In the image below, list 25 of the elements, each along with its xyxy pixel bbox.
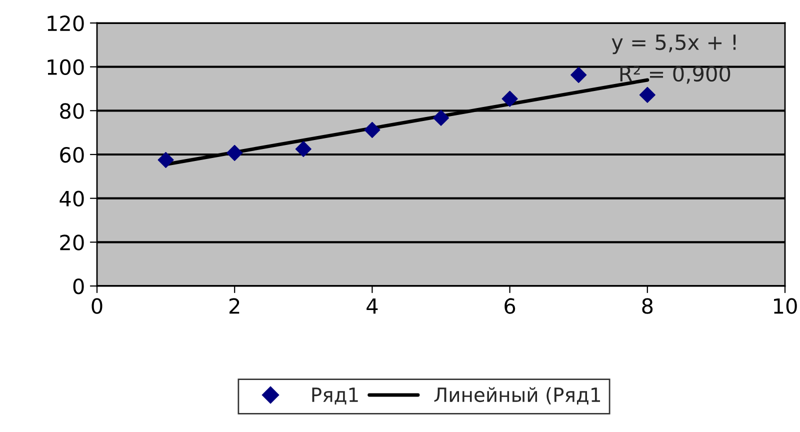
y-tick-label: 60: [60, 146, 84, 163]
x-tick-label: 6: [504, 298, 516, 314]
legend-label: Ряд1: [312, 388, 358, 404]
point: [158, 152, 174, 168]
point: [639, 86, 656, 103]
y-tick-label: 80: [60, 103, 84, 119]
x-tick-label: 4: [366, 298, 378, 314]
annotation: R² = 0,900: [620, 66, 730, 84]
y-tick-label: 20: [60, 234, 84, 250]
y-tick-label: 100: [48, 59, 84, 76]
annotation: y = 5,5x + !: [612, 34, 736, 54]
point: [502, 90, 518, 107]
point: [295, 140, 312, 158]
point: [570, 66, 587, 83]
y-tick-label: 0: [73, 278, 84, 294]
x-tick-label: 10: [774, 298, 797, 314]
y-tick-label: 120: [48, 15, 84, 32]
x-tick-label: 0: [92, 298, 102, 314]
x-tick-label: 8: [642, 298, 653, 314]
point: [432, 110, 450, 126]
legend-label: Линейный (Ряд1: [434, 387, 600, 404]
point: [364, 122, 380, 138]
x-tick-label: 2: [230, 298, 240, 314]
point: [226, 144, 243, 162]
y-tick-label: 40: [60, 190, 84, 207]
